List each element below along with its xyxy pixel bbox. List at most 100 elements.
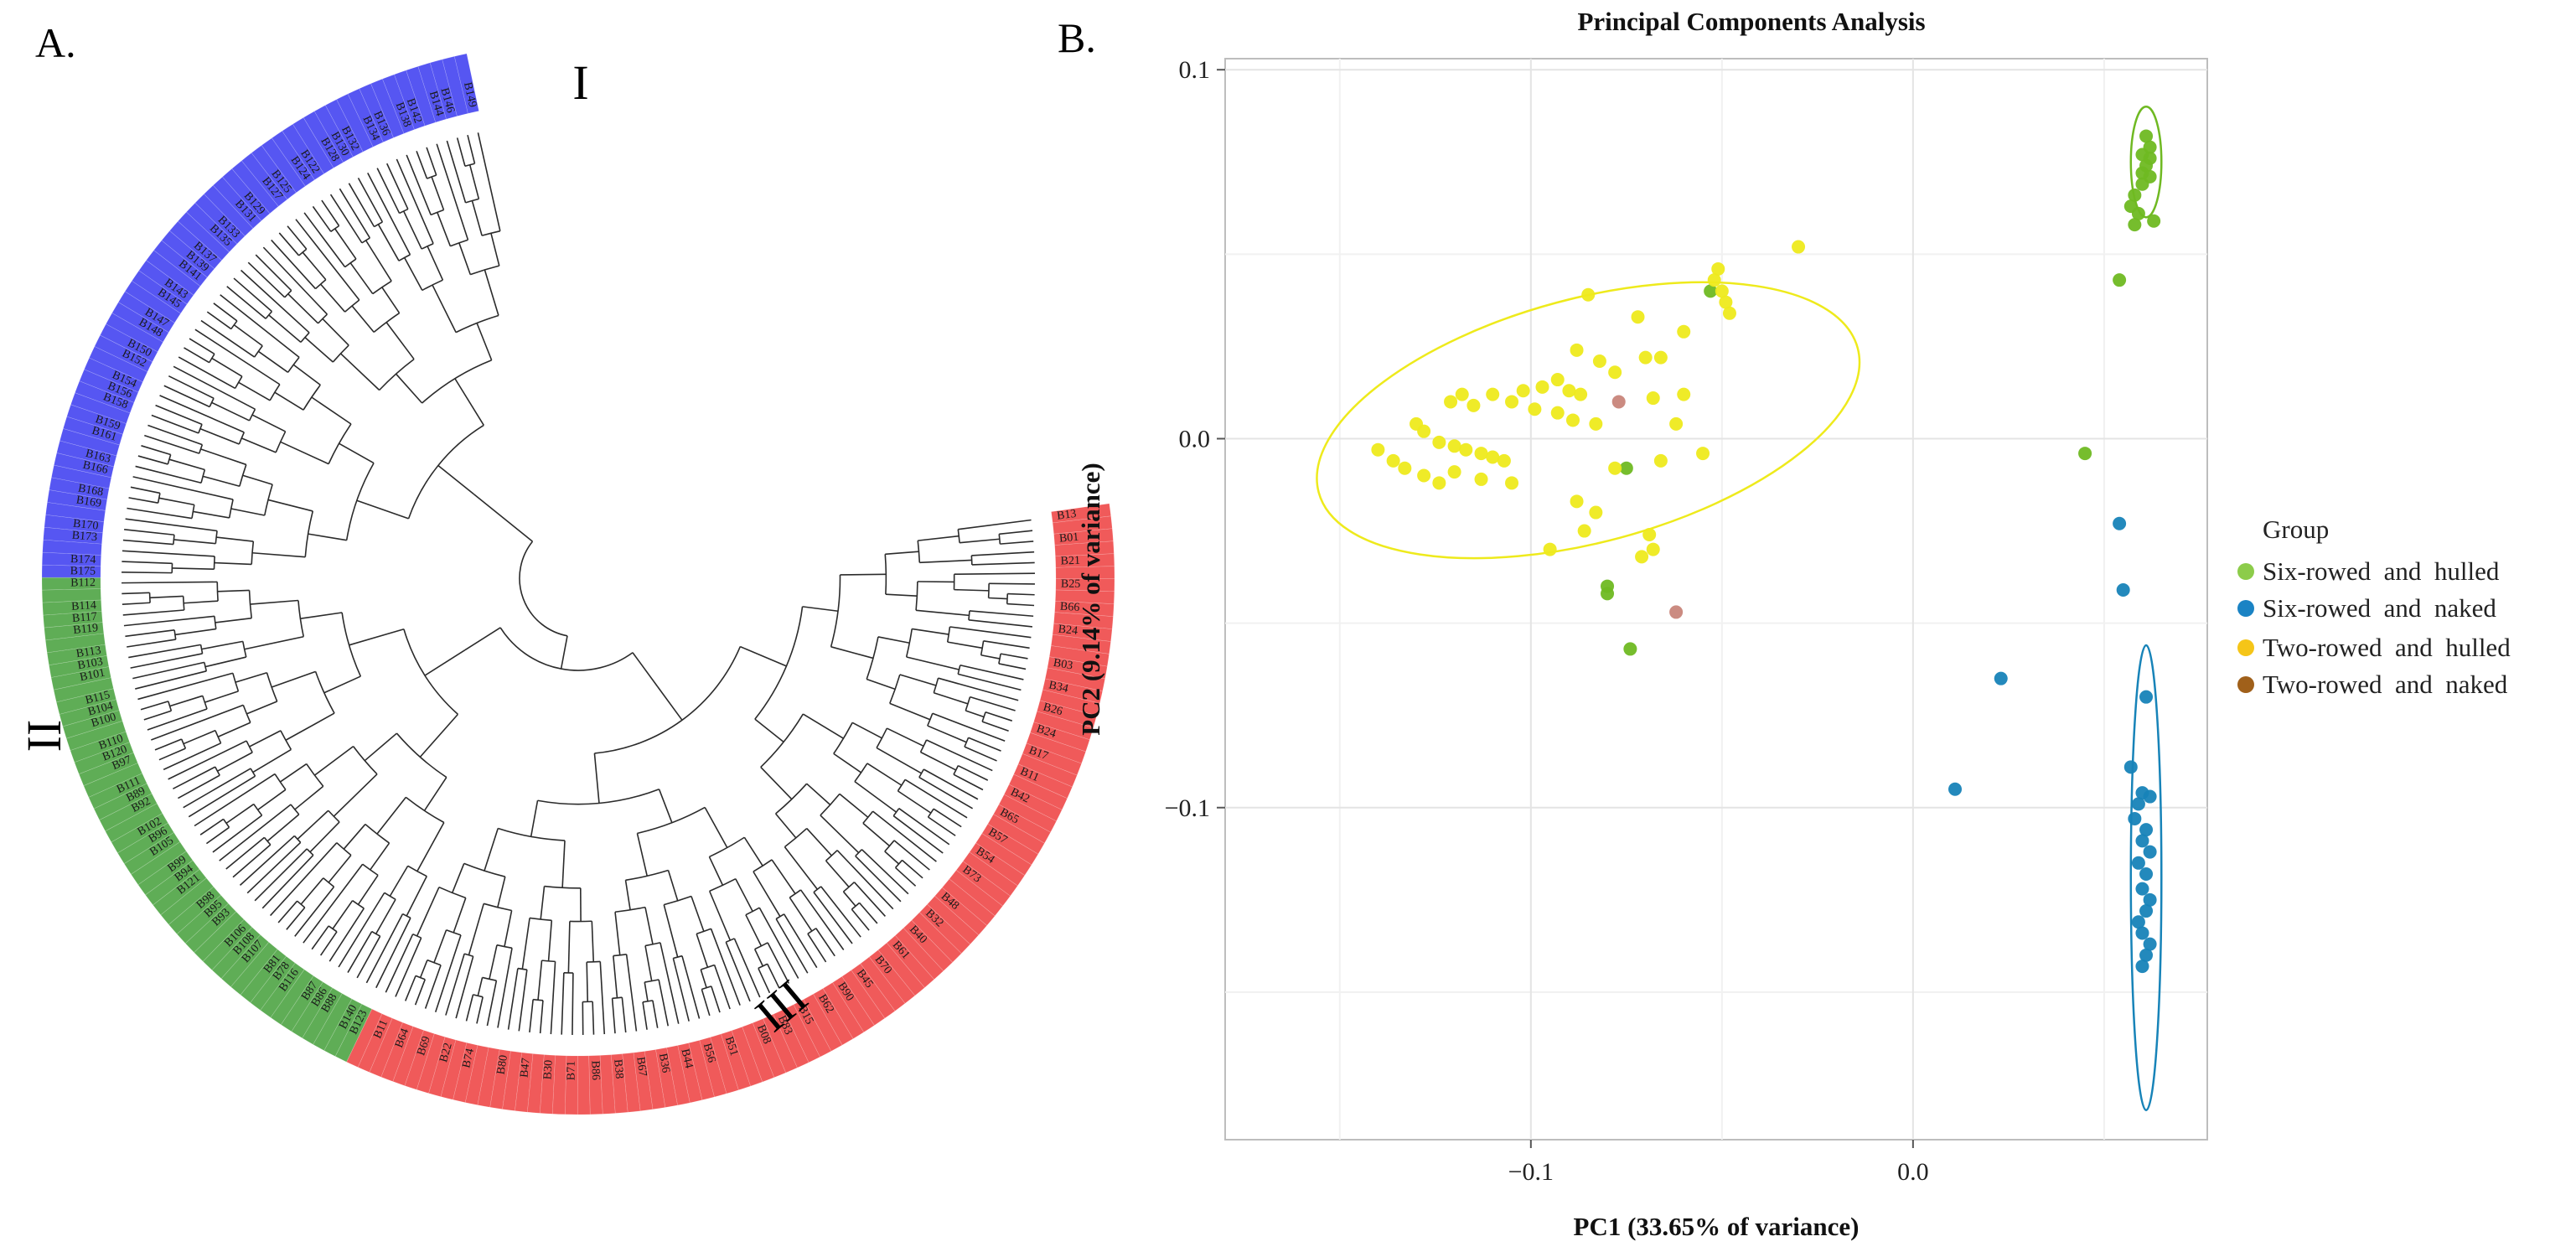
tree-branch	[456, 137, 466, 167]
tree-branch	[854, 781, 897, 813]
tree-branch	[376, 168, 401, 214]
ring-segment-II	[130, 841, 187, 886]
tree-branch	[813, 892, 853, 944]
ring-segment-I	[186, 202, 238, 253]
tree-branch	[216, 536, 254, 542]
tree-branch	[820, 815, 860, 854]
tree-branch	[758, 968, 771, 994]
point-two-rowed-and-hulled	[1722, 306, 1736, 320]
tree-branch	[872, 810, 937, 862]
point-six-rowed-and-hulled	[1619, 461, 1633, 475]
tree-branch	[158, 747, 186, 761]
tree-branch	[268, 314, 302, 344]
panel-a-label: A.	[35, 19, 76, 66]
tree-branch	[465, 994, 474, 1022]
ring-segment-III	[440, 1039, 468, 1100]
tree-branch	[246, 701, 277, 715]
tree-arc	[263, 836, 272, 846]
tree-branch	[820, 886, 861, 938]
tree-arc	[215, 530, 218, 544]
tree-branch	[968, 737, 1001, 752]
tree-branch	[370, 842, 391, 871]
tree-branch	[154, 738, 183, 751]
point-two-rowed-and-hulled	[1398, 461, 1412, 475]
ring-segment-III	[927, 895, 980, 945]
tip-label: B80	[495, 1054, 510, 1075]
tree-branch	[333, 773, 378, 817]
tree-branch	[385, 322, 415, 360]
tip-label: B25	[1061, 578, 1081, 591]
point-two-rowed-and-hulled	[1711, 261, 1725, 276]
tree-branch	[904, 779, 968, 819]
point-two-rowed-and-hulled	[1459, 442, 1473, 457]
tree-arc	[412, 933, 422, 939]
ring-segment-III	[1054, 601, 1115, 617]
ring-segment-III	[894, 927, 944, 980]
tree-arc	[998, 653, 1001, 665]
tree-branch	[529, 999, 534, 1032]
point-six-rowed-and-naked	[2139, 690, 2154, 704]
ring-segment-III	[1050, 634, 1111, 654]
ring-segment-III	[886, 934, 935, 989]
tree-branch	[760, 766, 793, 800]
tree-branch	[938, 677, 1019, 701]
ring-segment-III	[941, 878, 996, 926]
point-two-rowed-and-hulled	[1589, 505, 1603, 520]
point-two-rowed-and-hulled	[1638, 350, 1653, 365]
point-two-rowed-and-hulled	[1581, 287, 1596, 302]
point-two-rowed-and-hulled	[1715, 284, 1729, 298]
point-six-rowed-and-naked	[2139, 904, 2154, 918]
tree-branch	[365, 240, 392, 282]
tree-branch	[244, 635, 304, 650]
point-six-rowed-and-naked	[2135, 882, 2149, 896]
ring-segment-I	[41, 551, 101, 567]
ring-segment-III	[934, 887, 988, 936]
clade-label-I: I	[572, 55, 588, 110]
tree-branch	[356, 499, 409, 520]
ring-segment-III	[731, 1026, 763, 1087]
tree-arc	[330, 225, 340, 232]
tree-branch	[122, 561, 173, 565]
tip-label: B170	[72, 518, 99, 533]
point-six-rowed-and-naked	[2143, 789, 2157, 804]
tree-branch	[884, 851, 900, 865]
tree-branch	[999, 530, 1033, 535]
tree-branch	[262, 246, 328, 315]
tree-branch	[663, 904, 679, 958]
point-six-rowed-and-hulled	[2147, 214, 2161, 228]
point-six-rowed-and-hulled	[2131, 206, 2145, 220]
tree-branch	[356, 935, 381, 979]
point-six-rowed-and-hulled	[2139, 129, 2154, 143]
tree-branch	[250, 599, 299, 605]
tip-label: B21	[1060, 555, 1080, 568]
tree-branch	[212, 815, 263, 853]
tree-branch	[861, 849, 909, 895]
tip-label: B149	[461, 81, 478, 109]
tree-branch	[866, 678, 896, 691]
point-six-rowed-and-naked	[2135, 926, 2149, 940]
tree-branch	[815, 928, 835, 957]
tree-branch	[916, 609, 970, 617]
pca-chart: −0.1 0.0 −0.1 0.0 0.1	[1165, 56, 2208, 1186]
tree-branch	[339, 188, 371, 239]
tip-label: B174	[70, 553, 96, 566]
point-six-rowed-and-hulled	[2113, 273, 2127, 287]
tree-branch	[981, 721, 1009, 732]
tree-branch	[238, 381, 271, 401]
tree-branch	[279, 763, 308, 783]
tree-arc	[204, 662, 208, 672]
tree-branch	[789, 897, 813, 932]
tree-branch	[983, 640, 1030, 649]
tree-arc	[854, 763, 868, 783]
tip-label: B38	[611, 1058, 625, 1079]
tree-branch	[539, 1000, 544, 1034]
point-two-rowed-and-hulled	[1417, 424, 1431, 438]
tip-label: B119	[73, 622, 99, 637]
ring-segment-III	[699, 1037, 727, 1098]
tree-branch	[419, 713, 459, 758]
ring-segment-I	[271, 130, 315, 187]
tree-branch	[928, 816, 956, 836]
tree-branch	[122, 539, 173, 546]
point-two-rowed-and-hulled	[1646, 542, 1660, 556]
tree-branch	[767, 942, 790, 984]
